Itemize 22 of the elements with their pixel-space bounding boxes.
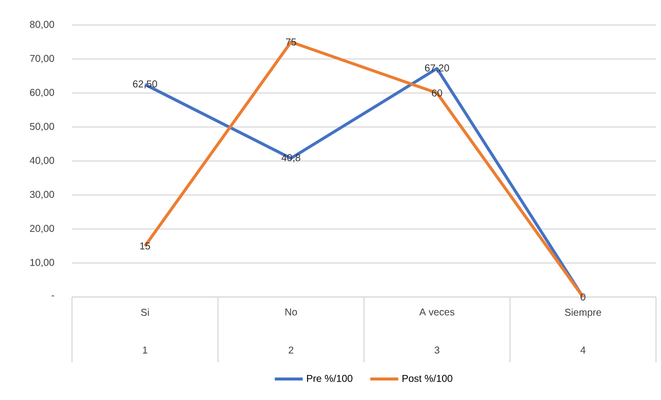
text: 3 [434, 346, 440, 354]
x-tick-label: Siempre [564, 308, 602, 318]
y-tick-label: - [52, 295, 54, 296]
y-tick-label: 30,00 [30, 190, 54, 200]
text: 2 [288, 346, 294, 354]
y-tick-label: 80,00 [30, 20, 54, 30]
y-tick-label: 10,00 [30, 258, 54, 268]
x-tick-label: A veces [419, 308, 454, 316]
y-tick-label: 70,00 [30, 54, 54, 64]
text: 1 [142, 346, 148, 354]
y-tick-label: 40,00 [30, 156, 54, 166]
data-label: 15 [140, 242, 150, 250]
legend-label: Post %/100 [402, 374, 452, 382]
x-tick-label: Si [141, 308, 149, 316]
legend-label: Pre %/100 [307, 374, 352, 382]
y-tick-label: 20,00 [30, 224, 54, 234]
y-tick-label: 60,00 [30, 88, 54, 98]
text: 4 [580, 346, 586, 354]
data-label: 62,50 [133, 80, 158, 89]
x-tick-label: No [285, 308, 297, 316]
data-label: 67,20 [425, 64, 450, 73]
y-tick-label: 50,00 [30, 122, 54, 132]
